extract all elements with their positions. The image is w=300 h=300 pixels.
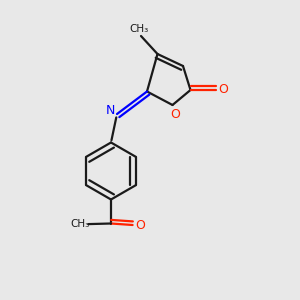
Text: CH₃: CH₃: [130, 23, 149, 34]
Text: O: O: [219, 82, 228, 96]
Text: O: O: [171, 107, 180, 121]
Text: O: O: [135, 219, 145, 232]
Text: CH₃: CH₃: [70, 219, 90, 229]
Text: N: N: [106, 104, 115, 118]
